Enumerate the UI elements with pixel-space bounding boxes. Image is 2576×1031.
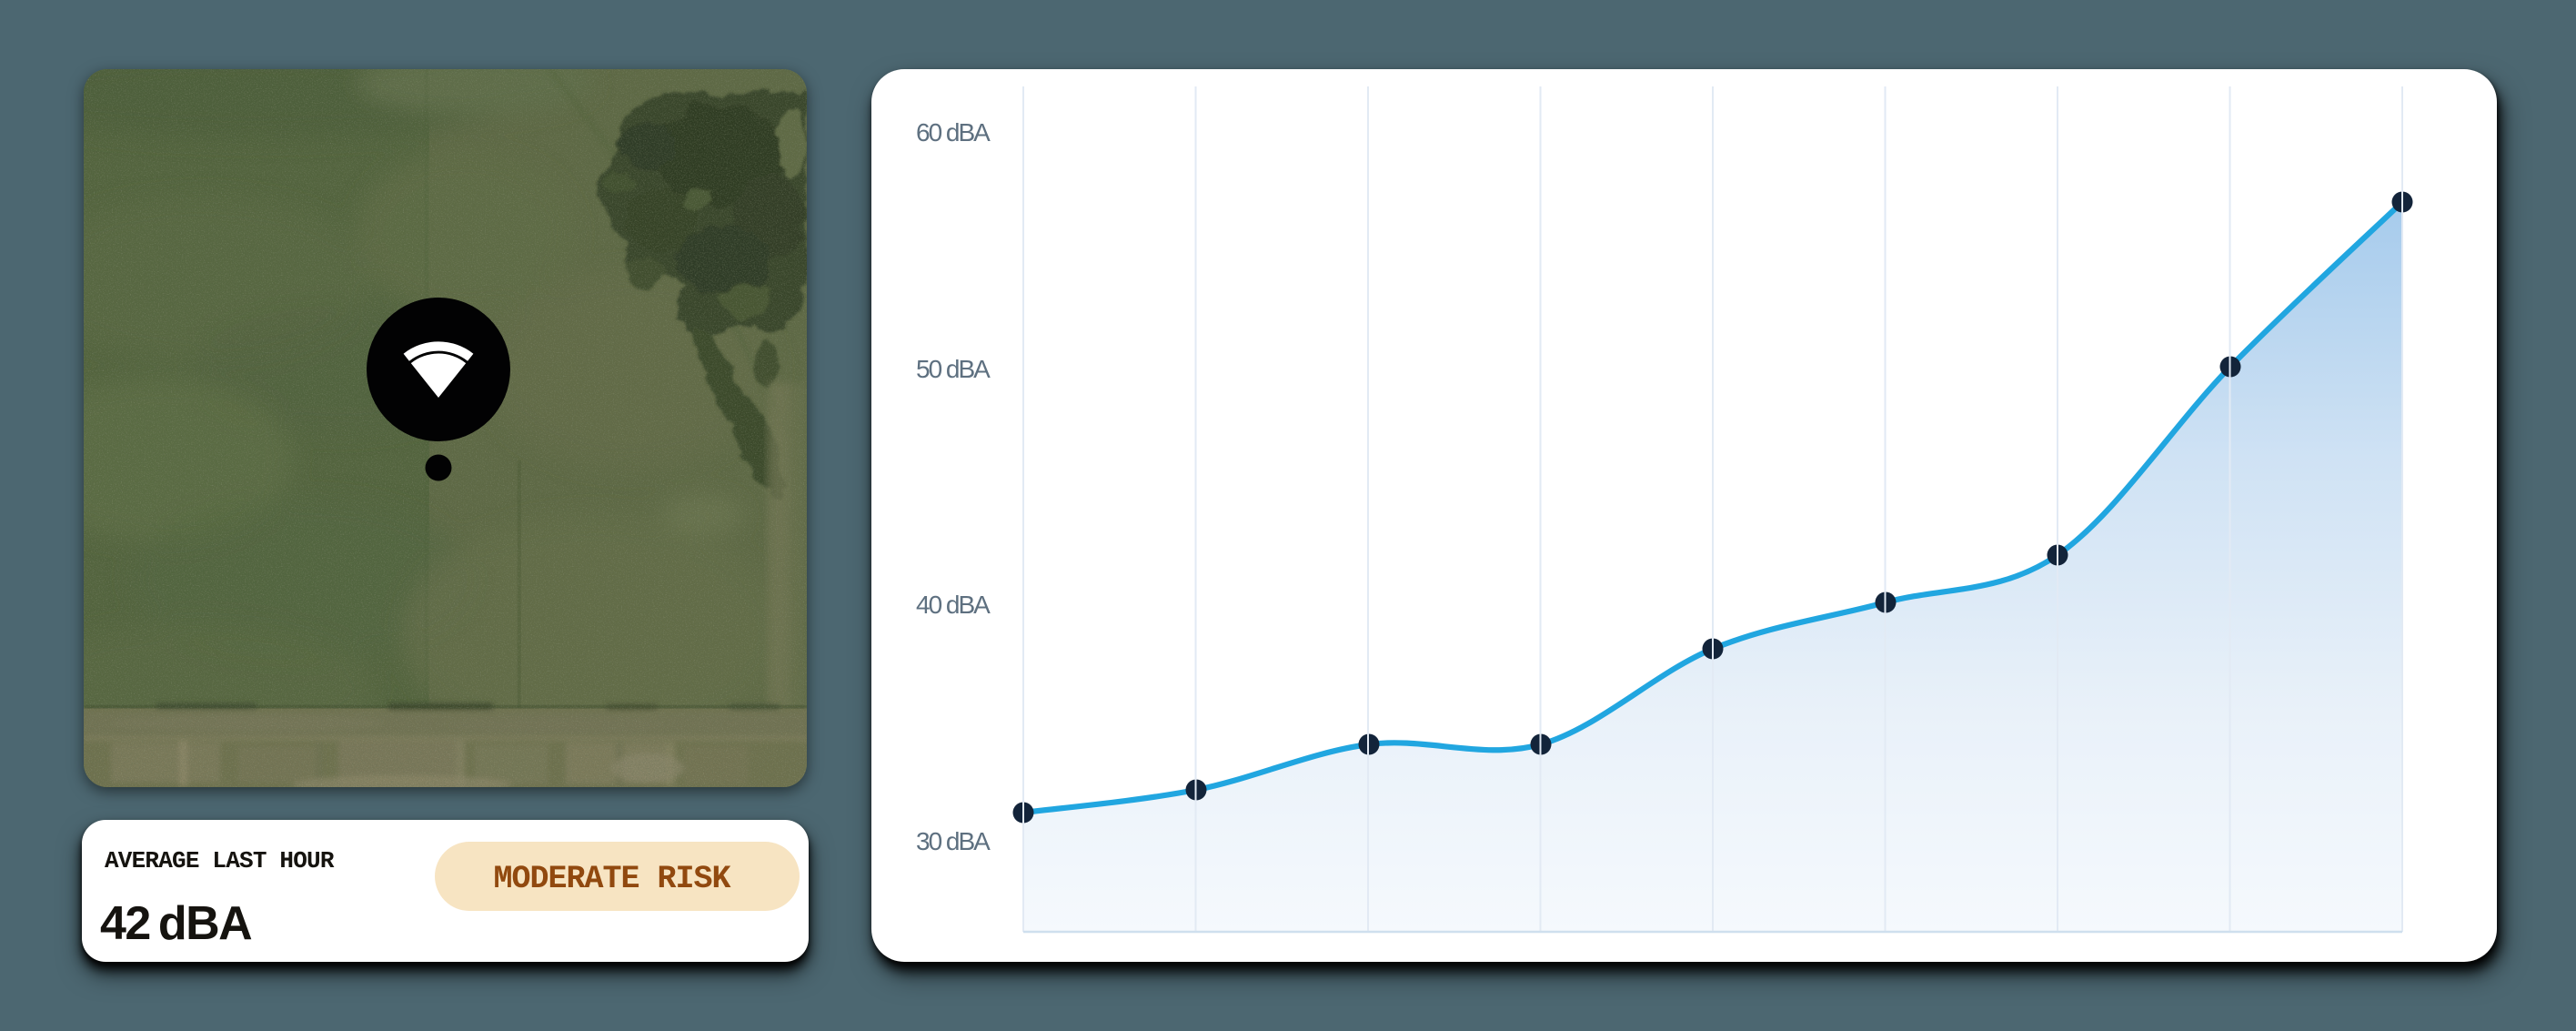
svg-text:50 dBA: 50 dBA <box>916 355 991 383</box>
svg-text:40 dBA: 40 dBA <box>916 591 991 619</box>
svg-text:30 dBA: 30 dBA <box>916 827 991 855</box>
svg-text:60 dBA: 60 dBA <box>916 118 991 147</box>
